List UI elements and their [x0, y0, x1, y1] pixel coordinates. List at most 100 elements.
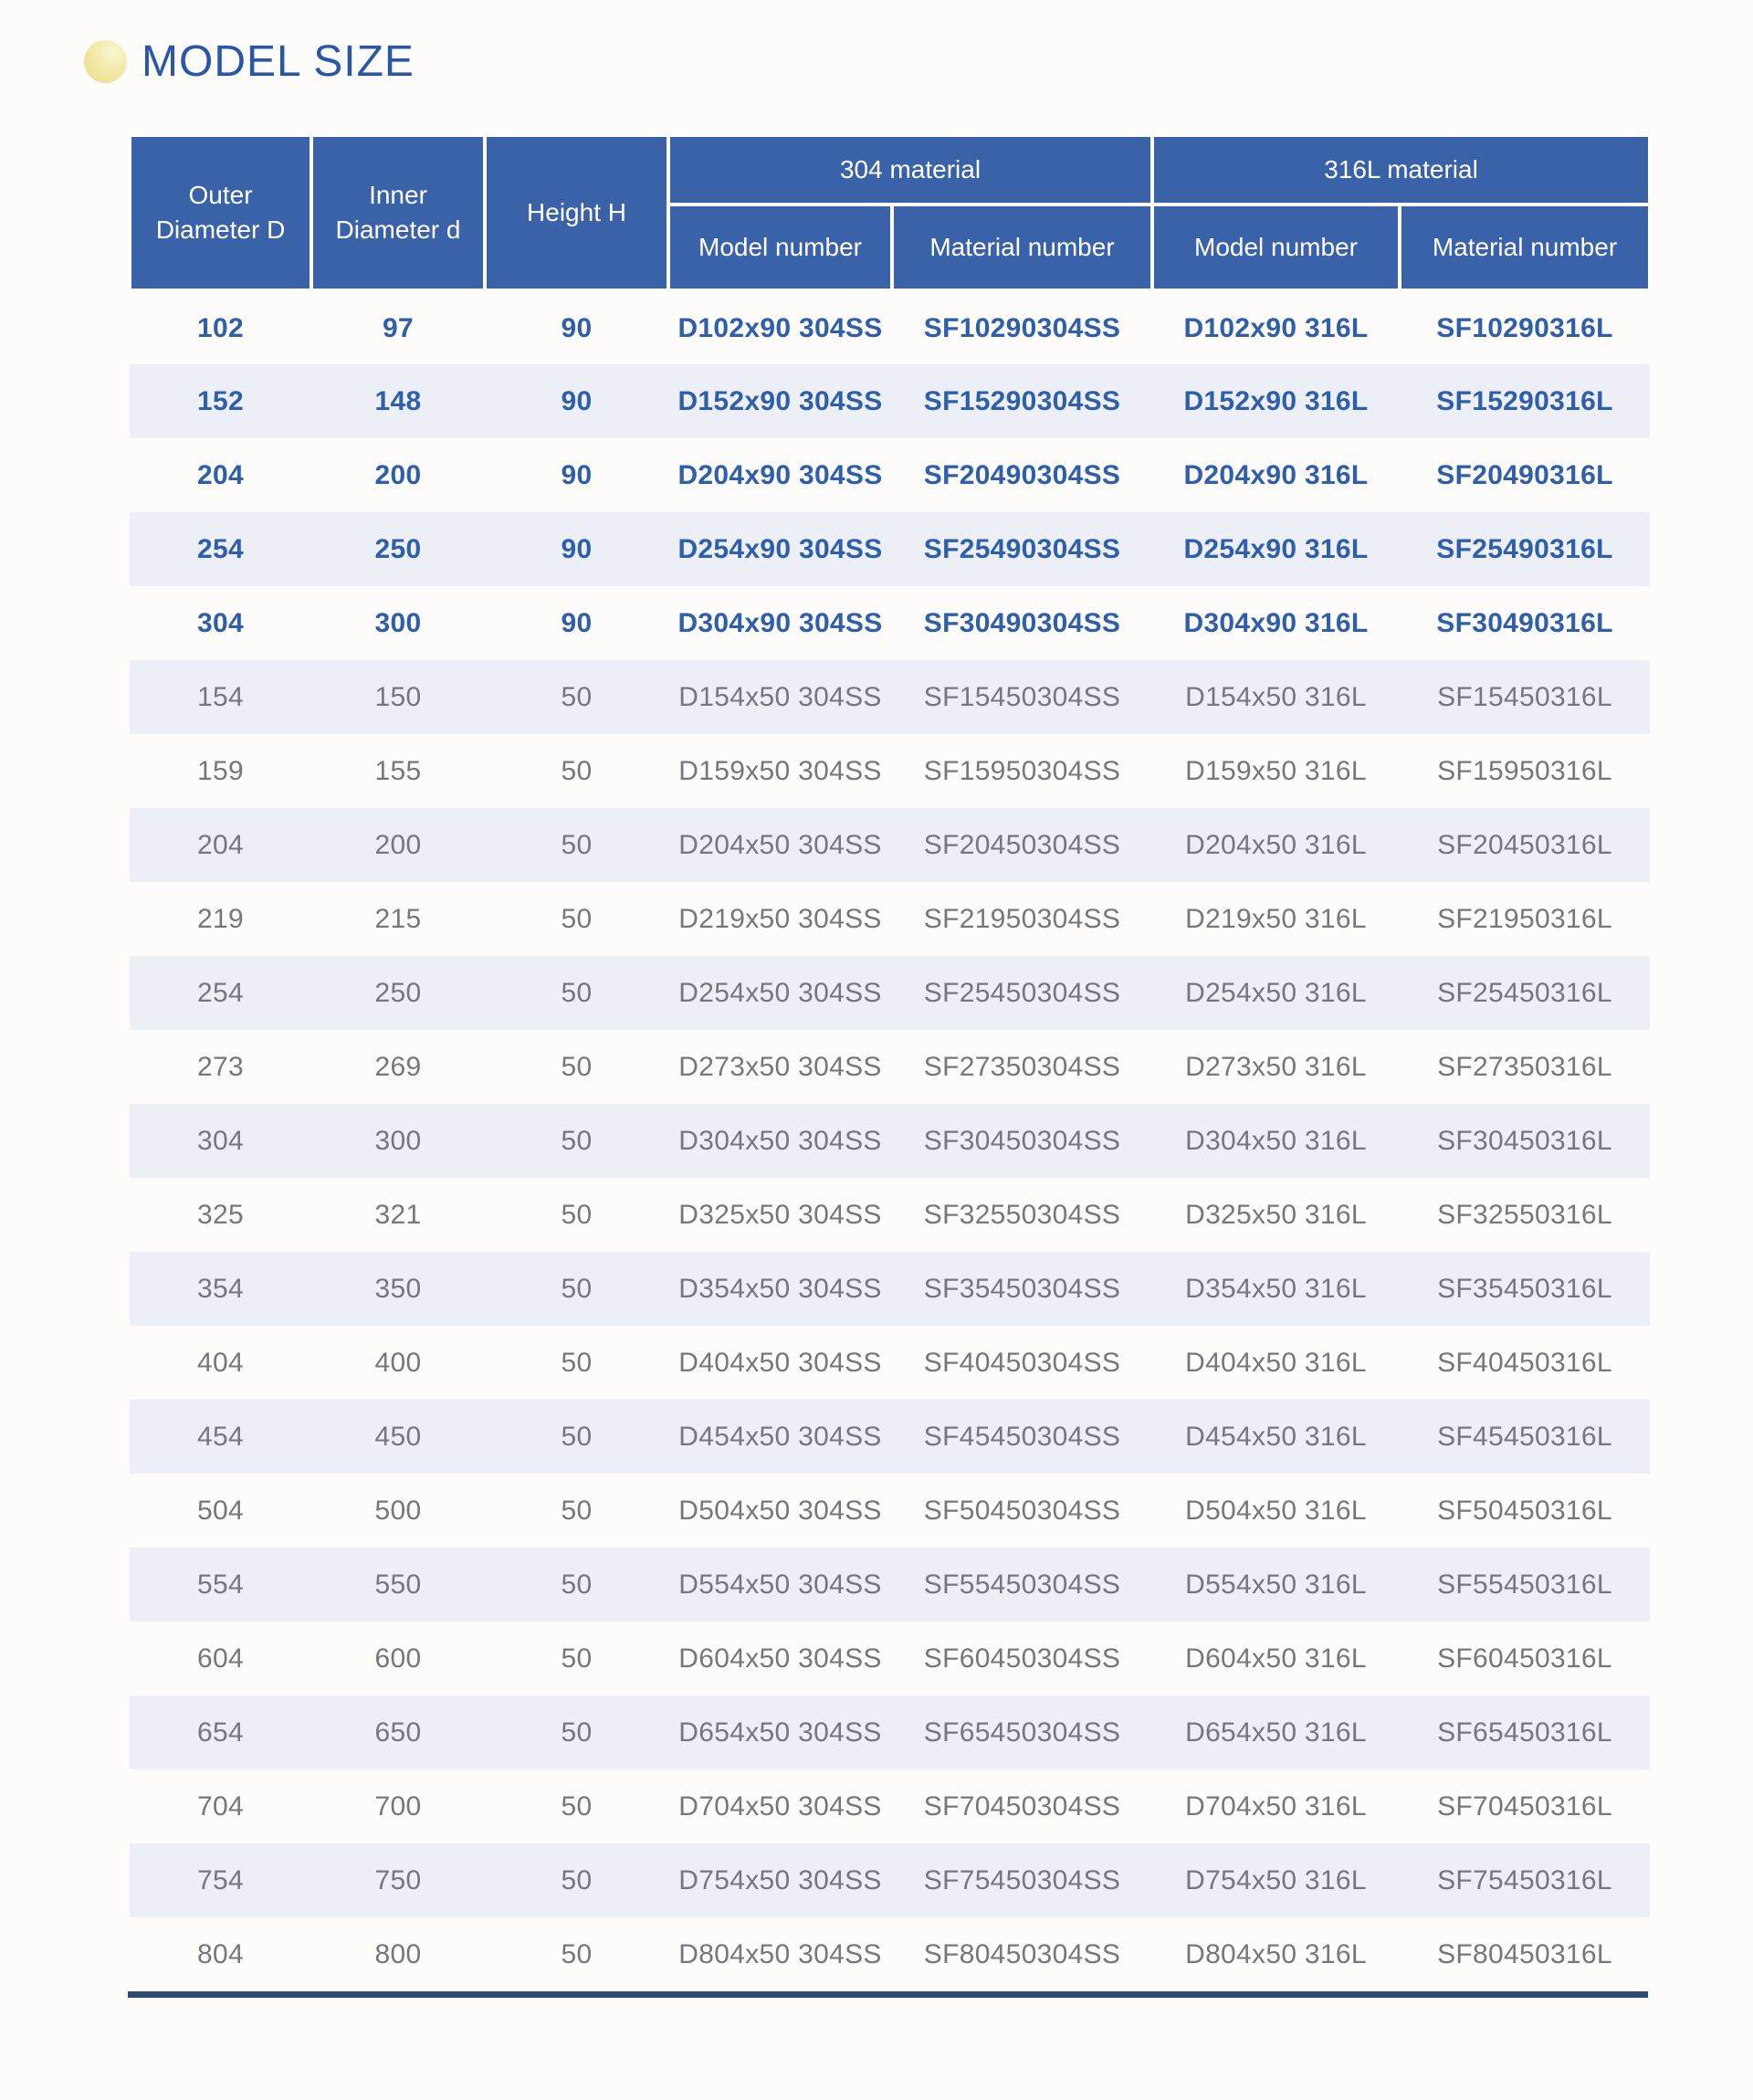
- yellow-dot-icon: [84, 39, 127, 83]
- cell-304-model-number: D273x50 304SS: [678, 1051, 882, 1082]
- cell-316l-model-number: D254x50 316L: [1185, 977, 1367, 1008]
- model-size-table-wrap: Outer Diameter D Inner Diameter d Height…: [128, 133, 1652, 1998]
- cell-height: 50: [561, 755, 593, 786]
- cell-304-material-number: SF75450304SS: [923, 1864, 1121, 1895]
- cell-inner-diameter: 97: [383, 312, 414, 343]
- cell-inner-diameter: 200: [374, 459, 422, 490]
- cell-height: 50: [561, 681, 593, 712]
- cell-316l-material-number: SF30490316L: [1436, 607, 1613, 638]
- cell-316l-material-number: SF27350316L: [1437, 1051, 1612, 1082]
- cell-316l-model-number: D219x50 316L: [1185, 903, 1367, 934]
- table-row: 254 250 50 D254x50 304SS SF25450304SS D254x50…: [130, 956, 1650, 1030]
- cell-height: 50: [561, 977, 593, 1008]
- table-row: 159 155 50 D159x50 304SS SF15950304SS D159x50…: [130, 734, 1650, 808]
- cell-304-model-number: D159x50 304SS: [678, 755, 882, 786]
- cell-316l-material-number: SF15450316L: [1437, 681, 1612, 712]
- cell-304-material-number: SF25450304SS: [923, 977, 1121, 1008]
- cell-inner-diameter: 550: [374, 1569, 422, 1600]
- cell-316l-material-number: SF25450316L: [1437, 977, 1612, 1008]
- cell-316l-material-number: SF30450316L: [1437, 1125, 1612, 1156]
- cell-304-material-number: SF10290304SS: [923, 312, 1121, 343]
- cell-304-model-number: D219x50 304SS: [678, 903, 882, 934]
- cell-316l-model-number: D254x90 316L: [1183, 533, 1369, 564]
- cell-height: 50: [561, 1347, 593, 1378]
- cell-316l-model-number: D154x50 316L: [1185, 681, 1367, 712]
- cell-inner-diameter: 200: [374, 829, 422, 860]
- cell-304-material-number: SF70450304SS: [923, 1790, 1121, 1822]
- table-row: 102 97 90 D102x90 304SS SF10290304SS D102x90 …: [130, 290, 1650, 364]
- cell-height: 50: [561, 1051, 593, 1082]
- cell-304-material-number: SF25490304SS: [923, 533, 1121, 564]
- cell-height: 50: [561, 1643, 593, 1674]
- cell-height: 50: [561, 1790, 593, 1822]
- cell-304-material-number: SF27350304SS: [923, 1051, 1121, 1082]
- cell-inner-diameter: 350: [374, 1273, 422, 1304]
- cell-outer-diameter: 504: [197, 1495, 244, 1526]
- cell-inner-diameter: 250: [374, 977, 422, 1008]
- cell-height: 50: [561, 1495, 593, 1526]
- cell-304-material-number: SF55450304SS: [923, 1569, 1121, 1600]
- cell-304-model-number: D152x90 304SS: [677, 385, 883, 416]
- cell-outer-diameter: 102: [197, 312, 244, 343]
- cell-height: 50: [561, 1199, 593, 1230]
- cell-316l-model-number: D204x50 316L: [1185, 829, 1367, 860]
- header-304-model-number: Model number: [667, 203, 894, 292]
- cell-inner-diameter: 148: [374, 385, 422, 416]
- cell-304-model-number: D404x50 304SS: [678, 1347, 882, 1378]
- cell-height: 50: [561, 1273, 593, 1304]
- cell-316l-material-number: SF45450316L: [1437, 1421, 1612, 1452]
- table-body: 102 97 90 D102x90 304SS SF10290304SS D102x90 …: [130, 290, 1650, 1991]
- cell-height: 50: [561, 1421, 593, 1452]
- cell-304-model-number: D554x50 304SS: [678, 1569, 882, 1600]
- cell-outer-diameter: 604: [197, 1643, 244, 1674]
- cell-316l-material-number: SF20490316L: [1436, 459, 1613, 490]
- cell-304-material-number: SF20490304SS: [923, 459, 1121, 490]
- cell-outer-diameter: 454: [197, 1421, 244, 1452]
- cell-316l-material-number: SF32550316L: [1437, 1199, 1612, 1230]
- cell-inner-diameter: 269: [374, 1051, 422, 1082]
- cell-304-model-number: D504x50 304SS: [678, 1495, 882, 1526]
- cell-304-model-number: D154x50 304SS: [678, 681, 882, 712]
- cell-316l-model-number: D554x50 316L: [1185, 1569, 1367, 1600]
- cell-304-model-number: D754x50 304SS: [678, 1864, 882, 1895]
- cell-304-model-number: D254x90 304SS: [677, 533, 883, 564]
- header-304-material-number: Material number: [890, 203, 1154, 292]
- cell-304-model-number: D454x50 304SS: [678, 1421, 882, 1452]
- cell-304-material-number: SF15950304SS: [923, 755, 1121, 786]
- cell-outer-diameter: 219: [197, 903, 244, 934]
- table-row: 354 350 50 D354x50 304SS SF35450304SS D354x50…: [130, 1252, 1650, 1326]
- cell-height: 50: [561, 1569, 593, 1600]
- cell-304-model-number: D325x50 304SS: [678, 1199, 882, 1230]
- cell-height: 90: [561, 312, 593, 343]
- cell-inner-diameter: 600: [374, 1643, 422, 1674]
- cell-height: 90: [561, 533, 593, 564]
- cell-304-material-number: SF30450304SS: [923, 1125, 1121, 1156]
- cell-height: 50: [561, 1864, 593, 1895]
- cell-316l-model-number: D325x50 316L: [1185, 1199, 1367, 1230]
- section-title-row: MODEL SIZE: [84, 35, 1753, 88]
- cell-316l-material-number: SF15290316L: [1436, 385, 1613, 416]
- cell-304-model-number: D102x90 304SS: [677, 312, 883, 343]
- header-group-row: Outer Diameter D Inner Diameter d Height…: [128, 133, 1652, 292]
- cell-316l-model-number: D454x50 316L: [1185, 1421, 1367, 1452]
- cell-304-material-number: SF15290304SS: [923, 385, 1121, 416]
- table-row: 325 321 50 D325x50 304SS SF32550304SS D325x50…: [130, 1178, 1650, 1252]
- cell-outer-diameter: 325: [197, 1199, 244, 1230]
- cell-316l-model-number: D204x90 316L: [1183, 459, 1369, 490]
- cell-304-material-number: SF40450304SS: [923, 1347, 1121, 1378]
- cell-inner-diameter: 215: [374, 903, 422, 934]
- table-row: 754 750 50 D754x50 304SS SF75450304SS D754x50…: [130, 1843, 1650, 1917]
- cell-316l-material-number: SF50450316L: [1437, 1495, 1612, 1526]
- cell-316l-material-number: SF65450316L: [1437, 1717, 1612, 1748]
- cell-inner-diameter: 500: [374, 1495, 422, 1526]
- cell-316l-material-number: SF20450316L: [1437, 829, 1612, 860]
- table-row: 204 200 50 D204x50 304SS SF20450304SS D204x50…: [130, 808, 1650, 882]
- cell-316l-material-number: SF15950316L: [1437, 755, 1612, 786]
- cell-height: 90: [561, 607, 593, 638]
- table-row: 304 300 90 D304x90 304SS SF30490304SS D304x90…: [130, 586, 1650, 660]
- page-title: MODEL SIZE: [142, 37, 415, 86]
- cell-outer-diameter: 159: [197, 755, 244, 786]
- header-group-304-material: 304 material: [667, 133, 1154, 206]
- cell-outer-diameter: 754: [197, 1864, 244, 1895]
- cell-height: 90: [561, 459, 593, 490]
